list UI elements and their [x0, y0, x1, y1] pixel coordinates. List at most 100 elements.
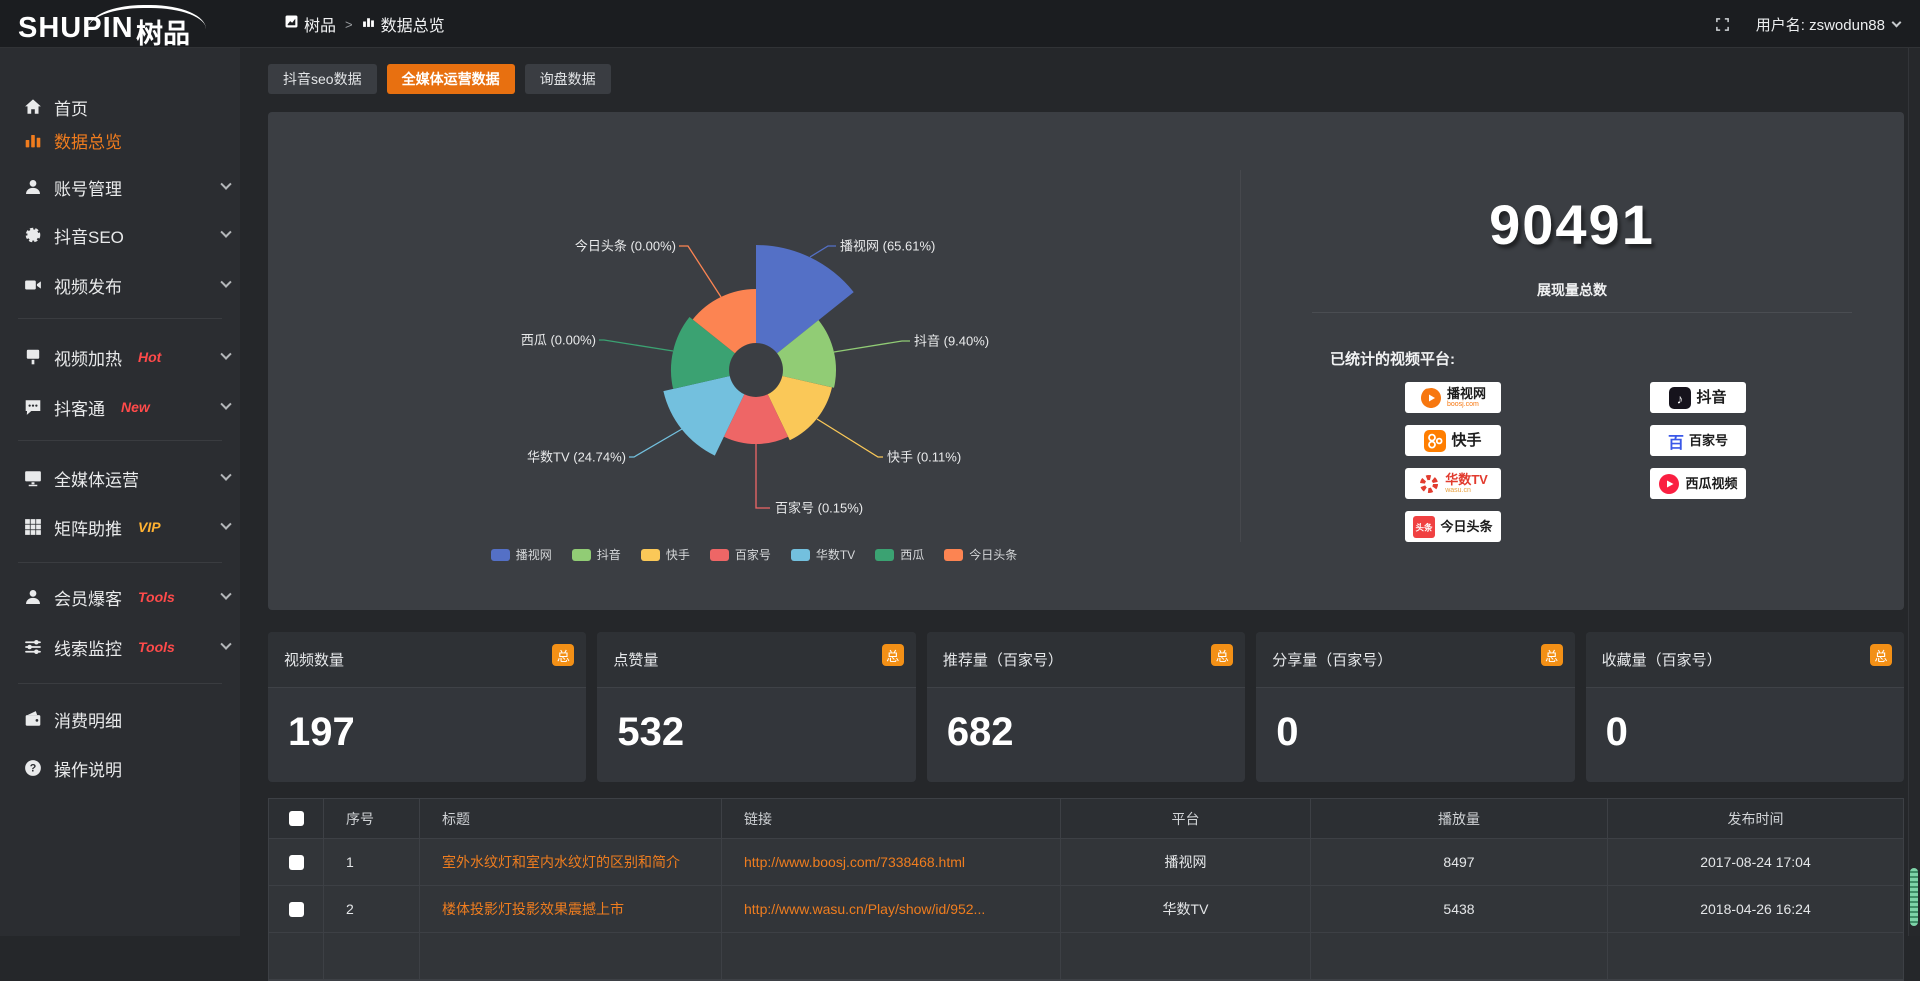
- baijiahao-logo-icon: 百: [1667, 434, 1684, 452]
- panel-divider-vertical: [1240, 170, 1241, 542]
- sidebar-item-home[interactable]: 首页: [24, 90, 230, 124]
- total-badge: 总: [1870, 644, 1893, 666]
- sidebar-item-label: 线索监控: [54, 639, 122, 659]
- total-badge: 总: [1540, 644, 1563, 666]
- sidebar-item-label: 操作说明: [54, 760, 122, 780]
- sidebar-item-member-burst[interactable]: 会员爆客 Tools: [24, 580, 232, 614]
- fullscreen-icon[interactable]: [1715, 17, 1730, 32]
- pie-slice-3[interactable]: [767, 376, 832, 441]
- legend-item[interactable]: 华数TV: [790, 546, 855, 563]
- legend-item[interactable]: 百家号: [709, 546, 771, 563]
- row-checkbox[interactable]: [288, 854, 304, 870]
- stat-card-title: 视频数量: [268, 632, 587, 688]
- breadcrumb: 树品 > 数据总览: [285, 0, 445, 48]
- sidebar-item-spend-detail[interactable]: 消费明细: [24, 702, 230, 736]
- pie-slice-5[interactable]: [663, 376, 745, 456]
- legend-item[interactable]: 抖音: [571, 546, 621, 563]
- pie-slice-4[interactable]: [723, 394, 789, 445]
- sidebar-item-label: 视频加热: [54, 349, 122, 369]
- sidebar-item-matrix-boost[interactable]: 矩阵助推 VIP: [24, 510, 232, 544]
- user-icon: [26, 180, 40, 194]
- chart-legend: 播视网 抖音 快手 百家号 华数TV 西瓜 今日头条: [268, 546, 1240, 563]
- tools-tag: Tools: [138, 589, 175, 605]
- stat-card-value: 197: [288, 710, 355, 754]
- pie-label: 抖音 (9.40%): [914, 334, 989, 349]
- pie-slice-2[interactable]: [777, 320, 836, 388]
- sidebar-item-account[interactable]: 账号管理: [24, 170, 232, 204]
- total-impressions-value: 90491: [1489, 193, 1655, 256]
- sidebar-item-label: 全媒体运营: [54, 470, 139, 490]
- platform-badge-wasu: 华数TV wasu.cn: [1405, 468, 1501, 499]
- total-badge: 总: [1211, 644, 1234, 666]
- stat-card-shares: 分享量（百家号） 总 0: [1256, 632, 1575, 782]
- stat-card-title: 收藏量（百家号）: [1585, 632, 1905, 688]
- sidebar-item-help[interactable]: ? 操作说明: [24, 751, 230, 785]
- platform-name: 快手: [1451, 431, 1482, 449]
- sidebar-item-lead-monitor[interactable]: 线索监控 Tools: [24, 630, 232, 664]
- col-header-index: 序号: [324, 799, 420, 839]
- total-impressions-label: 展现量总数: [1537, 282, 1607, 298]
- page-scrollbar[interactable]: [1908, 48, 1920, 936]
- scrollbar-thumb[interactable]: [1910, 868, 1918, 926]
- breadcrumb-current[interactable]: 数据总览: [362, 12, 445, 36]
- rose-pie-chart: 播视网 (65.61%) 抖音 (9.40%) 快手 (0.11%) 百家号 (0.1…: [521, 239, 989, 516]
- pie-slice-6[interactable]: [670, 317, 735, 389]
- pie-label-line: [816, 418, 883, 458]
- platform-name: 播视网: [1446, 386, 1486, 402]
- sidebar-item-label: 抖音SEO: [54, 227, 124, 247]
- sidebar-item-video-heat[interactable]: 视频加热 Hot: [24, 340, 232, 374]
- pie-label-line: [755, 444, 770, 509]
- sidebar-item-media-ops[interactable]: 全媒体运营: [24, 461, 232, 495]
- sidebar-item-douketong[interactable]: 抖客通 New: [24, 390, 232, 424]
- legend-swatch: [490, 548, 510, 561]
- user-menu[interactable]: 用户名: zswodun88: [1756, 14, 1902, 35]
- sidebar-divider: [18, 683, 222, 684]
- pie-label: 今日头条 (0.00%): [575, 239, 676, 254]
- legend-item[interactable]: 播视网: [490, 546, 552, 563]
- table-header-row: 序号 标题 链接 平台 播放量 发布时间: [269, 799, 1903, 839]
- sidebar-item-douyin-seo[interactable]: 抖音SEO: [24, 218, 232, 252]
- legend-item[interactable]: 西瓜: [875, 546, 924, 563]
- wasu-logo-icon: [1420, 474, 1439, 493]
- platform-badge-boosj: 播视网 boosj.com: [1405, 382, 1501, 413]
- legend-item[interactable]: 今日头条: [944, 546, 1017, 563]
- pie-slice-1[interactable]: [756, 245, 854, 354]
- tab-douyin-seo-data[interactable]: 抖音seo数据: [268, 64, 377, 94]
- chevron-down-icon: [220, 398, 232, 410]
- cell-index: 1: [324, 839, 420, 886]
- legend-swatch: [640, 548, 660, 561]
- sidebar-item-data-overview[interactable]: 数据总览: [24, 123, 230, 157]
- legend-item[interactable]: 快手: [640, 546, 690, 563]
- logo-text-en: SHUPIN: [18, 12, 134, 44]
- tab-inquiry-data[interactable]: 询盘数据: [524, 64, 611, 94]
- video-title-link[interactable]: 室外水纹灯和室内水纹灯的区别和简介: [442, 854, 680, 870]
- stat-card-recommend: 推荐量（百家号） 总 682: [926, 632, 1246, 782]
- video-url-link[interactable]: http://www.wasu.cn/Play/show/id/952...: [744, 901, 986, 917]
- stat-card-title: 分享量（百家号）: [1256, 632, 1575, 688]
- sidebar-item-label: 数据总览: [54, 132, 122, 152]
- cell-time: 2018-04-26 16:24: [1608, 886, 1903, 933]
- question-icon: ?: [25, 760, 41, 776]
- video-url-link[interactable]: http://www.boosj.com/7338468.html: [744, 854, 966, 870]
- gear-icon: [25, 227, 41, 243]
- monitor-icon: [25, 471, 41, 487]
- legend-swatch: [790, 548, 810, 561]
- platform-name: 今日头条: [1440, 518, 1493, 534]
- tab-media-ops-data[interactable]: 全媒体运营数据: [386, 64, 515, 94]
- home-icon: [25, 99, 41, 114]
- platforms-title: 已统计的视频平台:: [1330, 351, 1455, 368]
- sidebar-item-video-publish[interactable]: 视频发布: [24, 268, 232, 302]
- select-all-checkbox[interactable]: [288, 811, 304, 826]
- chevron-down-icon: [220, 469, 232, 481]
- toutiao-logo-icon: 头条: [1413, 515, 1436, 538]
- video-title-link[interactable]: 楼体投影灯投影效果震撼上市: [442, 901, 624, 917]
- stat-card-title: 点赞量: [597, 632, 916, 688]
- app-logo[interactable]: SHUPIN 树品: [18, 4, 238, 49]
- breadcrumb-home[interactable]: 树品: [285, 12, 336, 36]
- platform-badge-kuaishou: 快手: [1405, 425, 1501, 456]
- pie-slice-7[interactable]: [692, 289, 756, 354]
- row-checkbox[interactable]: [288, 901, 304, 917]
- logo-text-cn: 树品: [136, 19, 190, 49]
- logo-arc: [88, 5, 206, 29]
- legend-label: 快手: [665, 548, 690, 562]
